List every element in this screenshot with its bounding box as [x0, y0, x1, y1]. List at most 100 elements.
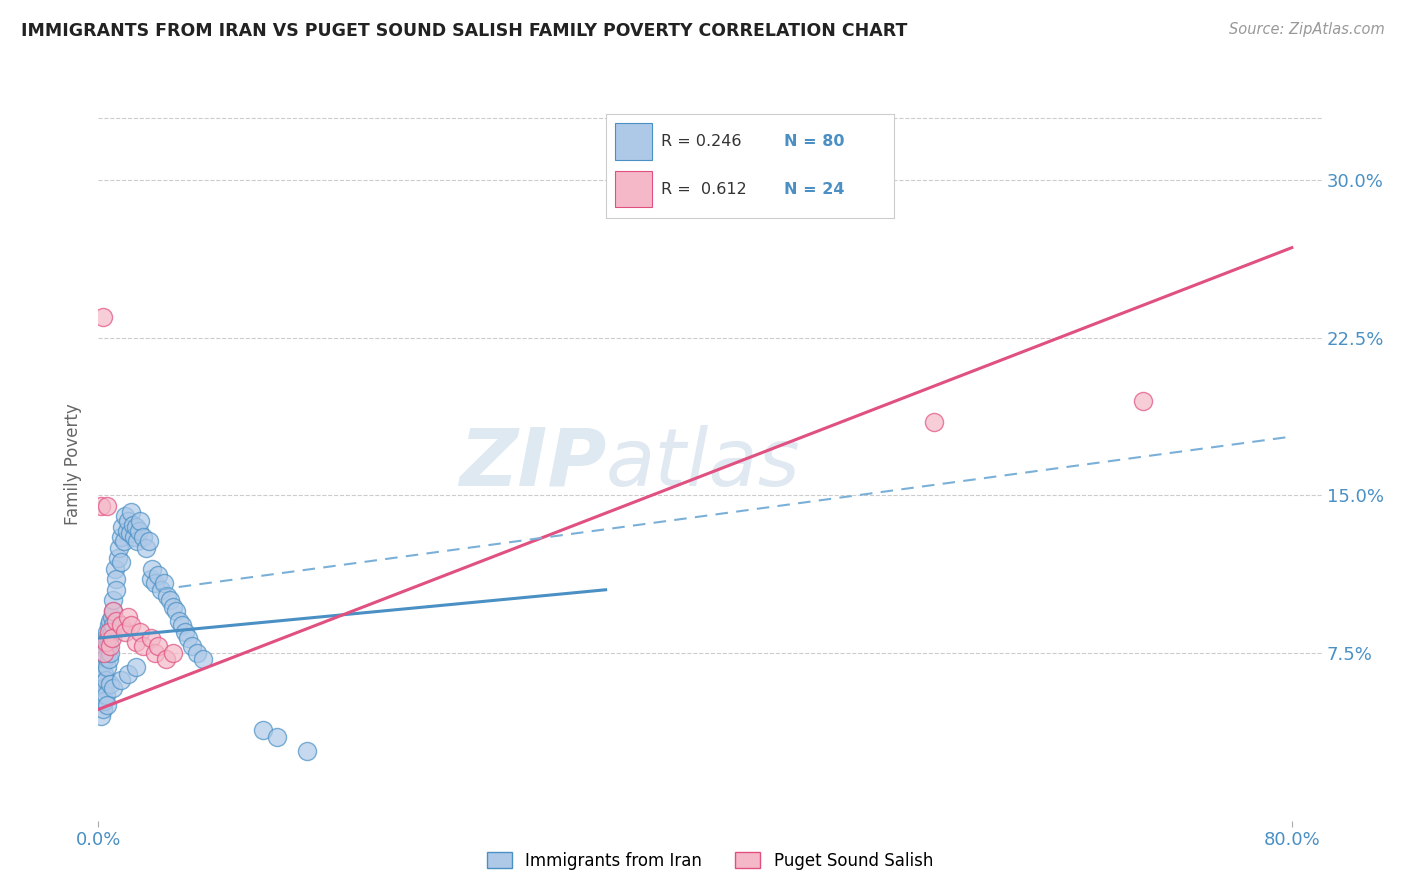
Point [93, 681, 115, 696]
Point [153, 576, 176, 591]
Point [156, 589, 179, 603]
Point [90, 677, 112, 691]
Text: IMMIGRANTS FROM IRAN VS PUGET SOUND SALISH FAMILY POVERTY CORRELATION CHART: IMMIGRANTS FROM IRAN VS PUGET SOUND SALI… [21, 22, 907, 40]
Point [117, 610, 139, 624]
Point [115, 524, 138, 538]
Point [111, 520, 134, 534]
Point [132, 530, 155, 544]
Point [110, 673, 132, 687]
Point [120, 505, 142, 519]
Point [110, 618, 132, 632]
Point [94, 635, 117, 649]
Point [105, 614, 128, 628]
Point [112, 534, 135, 549]
Point [110, 530, 132, 544]
Point [191, 652, 214, 666]
Text: Source: ZipAtlas.com: Source: ZipAtlas.com [1229, 22, 1385, 37]
Point [101, 610, 124, 624]
Point [120, 618, 142, 632]
Point [110, 556, 132, 570]
Point [97, 624, 120, 639]
Point [91, 310, 114, 324]
Point [103, 681, 125, 696]
Point [107, 551, 129, 566]
Point [104, 562, 127, 576]
Point [93, 694, 115, 708]
Point [143, 576, 166, 591]
Point [103, 604, 125, 618]
Point [186, 646, 208, 660]
Legend: Immigrants from Iran, Puget Sound Salish: Immigrants from Iran, Puget Sound Salish [481, 846, 939, 877]
Point [91, 657, 114, 671]
Point [108, 541, 131, 555]
Point [101, 631, 124, 645]
Point [105, 572, 128, 586]
Point [97, 635, 120, 649]
Point [103, 593, 125, 607]
Point [252, 723, 274, 738]
Point [98, 646, 121, 660]
Point [165, 604, 187, 618]
Point [132, 640, 155, 654]
Y-axis label: Family Poverty: Family Poverty [65, 403, 83, 524]
Point [129, 624, 152, 639]
Point [139, 572, 162, 586]
Point [90, 708, 112, 723]
Point [97, 652, 120, 666]
Point [125, 635, 148, 649]
Point [96, 499, 118, 513]
Point [89, 666, 111, 681]
Point [138, 534, 160, 549]
Point [96, 624, 118, 639]
Point [96, 698, 118, 713]
Point [91, 646, 114, 660]
Point [159, 593, 181, 607]
Point [122, 530, 145, 544]
Point [103, 604, 125, 618]
Point [143, 646, 166, 660]
Point [162, 646, 184, 660]
Point [98, 677, 121, 691]
Point [167, 614, 190, 628]
Point [94, 649, 117, 664]
Point [94, 673, 117, 687]
Point [146, 640, 169, 654]
Text: ZIP: ZIP [458, 425, 606, 503]
Point [150, 582, 173, 597]
Point [922, 415, 945, 429]
Text: atlas: atlas [606, 425, 801, 503]
Point [121, 517, 143, 532]
Point [96, 660, 118, 674]
Point [94, 688, 117, 702]
Point [162, 599, 184, 614]
Point [297, 744, 319, 758]
Point [90, 660, 112, 674]
Point [96, 640, 118, 654]
Point [125, 520, 148, 534]
Point [177, 631, 200, 645]
Point [98, 640, 121, 654]
Point [139, 631, 162, 645]
Point [117, 514, 139, 528]
Point [129, 514, 152, 528]
Point [146, 568, 169, 582]
Point [91, 688, 114, 702]
Point [141, 562, 163, 576]
Point [128, 524, 150, 538]
Point [170, 618, 193, 632]
Point [125, 660, 148, 674]
Point [103, 618, 125, 632]
Point [98, 614, 121, 628]
Point [127, 534, 149, 549]
Point [90, 499, 112, 513]
Point [114, 509, 136, 524]
Point [155, 652, 177, 666]
Point [98, 629, 121, 643]
Point [93, 640, 115, 654]
Point [117, 666, 139, 681]
Point [181, 640, 204, 654]
Point [118, 526, 141, 541]
Point [101, 624, 124, 639]
Point [266, 730, 288, 744]
Point [1132, 393, 1154, 408]
